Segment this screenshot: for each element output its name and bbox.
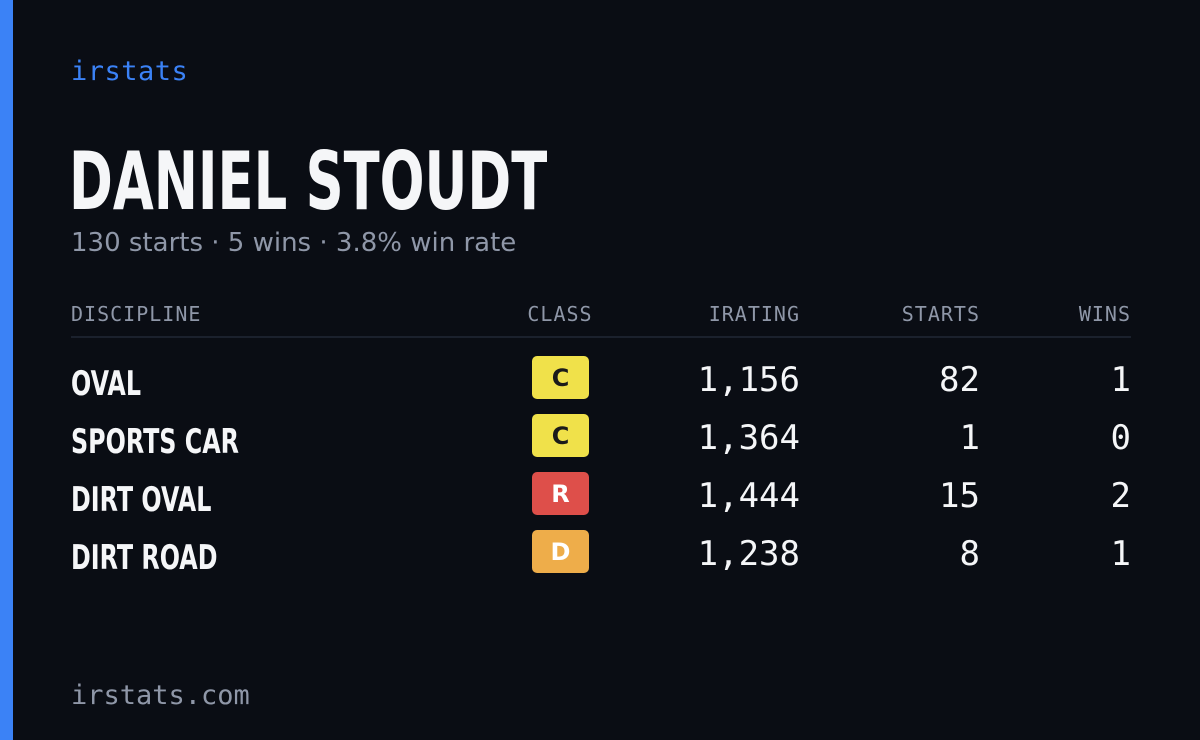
irating-value: 1,364 (697, 418, 800, 458)
wins-value: 2 (1110, 476, 1131, 516)
brand-logo-text: irstats (71, 56, 189, 87)
wins-value: 1 (1110, 360, 1131, 400)
discipline-name: SPORTS CAR (71, 422, 239, 462)
stats-table: DISCIPLINE CLASS IRATING STARTS WINS OVA… (71, 300, 1131, 586)
discipline-name: OVAL (71, 364, 141, 404)
header-class-label: CLASS (527, 302, 593, 326)
irating-value: 1,156 (697, 360, 800, 400)
irating-value: 1,238 (697, 534, 800, 574)
starts-value: 82 (939, 360, 980, 400)
table-header: DISCIPLINE CLASS IRATING STARTS WINS (71, 300, 1131, 338)
table-row: SPORTS CAR C 1,364 1 0 (71, 412, 1131, 470)
driver-name: DANIEL STOUDT (69, 135, 548, 228)
table-row: DIRT ROAD D 1,238 8 1 (71, 528, 1131, 586)
header-wins: WINS (1078, 302, 1131, 326)
class-badge: D (532, 530, 589, 573)
discipline-name: DIRT ROAD (71, 538, 218, 578)
class-badge: R (532, 472, 589, 515)
starts-value: 15 (939, 476, 980, 516)
header-discipline: DISCIPLINE (71, 302, 202, 326)
starts-value: 1 (959, 418, 980, 458)
table-body: OVAL C 1,156 82 1 SPORTS CAR C 1,364 1 0… (71, 338, 1131, 586)
table-row: OVAL C 1,156 82 1 (71, 354, 1131, 412)
wins-value: 0 (1110, 418, 1131, 458)
starts-value: 8 (959, 534, 980, 574)
class-badge: C (532, 414, 589, 457)
discipline-name: DIRT OVAL (71, 480, 212, 520)
footer-url: irstats.com (71, 680, 250, 711)
header-starts: STARTS (901, 302, 980, 326)
driver-summary: 130 starts · 5 wins · 3.8% win rate (71, 228, 517, 258)
header-irating: IRATING (708, 302, 800, 326)
irating-value: 1,444 (697, 476, 800, 516)
wins-value: 1 (1110, 534, 1131, 574)
table-row: DIRT OVAL R 1,444 15 2 (71, 470, 1131, 528)
class-badge: C (532, 356, 589, 399)
accent-bar (0, 0, 13, 740)
